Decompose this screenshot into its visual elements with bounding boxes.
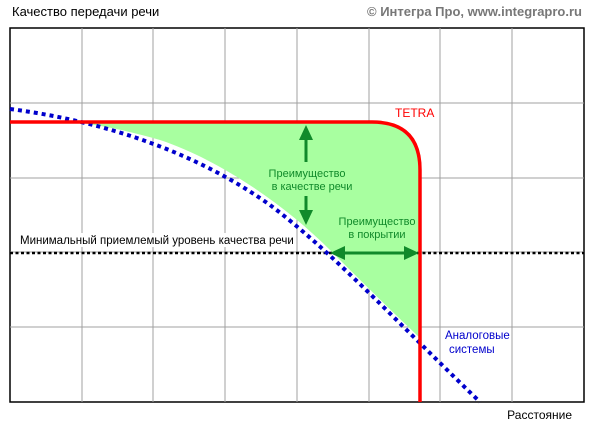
analog-label-line2: системы xyxy=(449,344,495,356)
copyright-text: © Интегра Про, www.integrapro.ru xyxy=(367,4,582,19)
y-axis-title: Качество передачи речи xyxy=(12,4,160,19)
quality-advantage-label-line2: в качестве речи xyxy=(272,181,353,193)
x-axis-title: Расстояние xyxy=(507,408,572,422)
tetra-curve xyxy=(10,120,422,402)
analog-label-line1: Аналоговые xyxy=(445,330,510,342)
min-level-label: Минимальный приемлемый уровень качества … xyxy=(20,235,294,247)
coverage-advantage-label-line2: в покрытии xyxy=(348,229,405,241)
quality-advantage-arrow xyxy=(299,125,313,225)
advantage-area xyxy=(72,122,420,338)
tetra-label: TETRA xyxy=(395,106,434,120)
quality-advantage-label-line1: Преимущество xyxy=(269,168,346,180)
coverage-advantage-label-line1: Преимущество xyxy=(339,216,416,228)
coverage-advantage-arrow xyxy=(330,246,419,260)
min-level-label-bg xyxy=(18,233,272,247)
